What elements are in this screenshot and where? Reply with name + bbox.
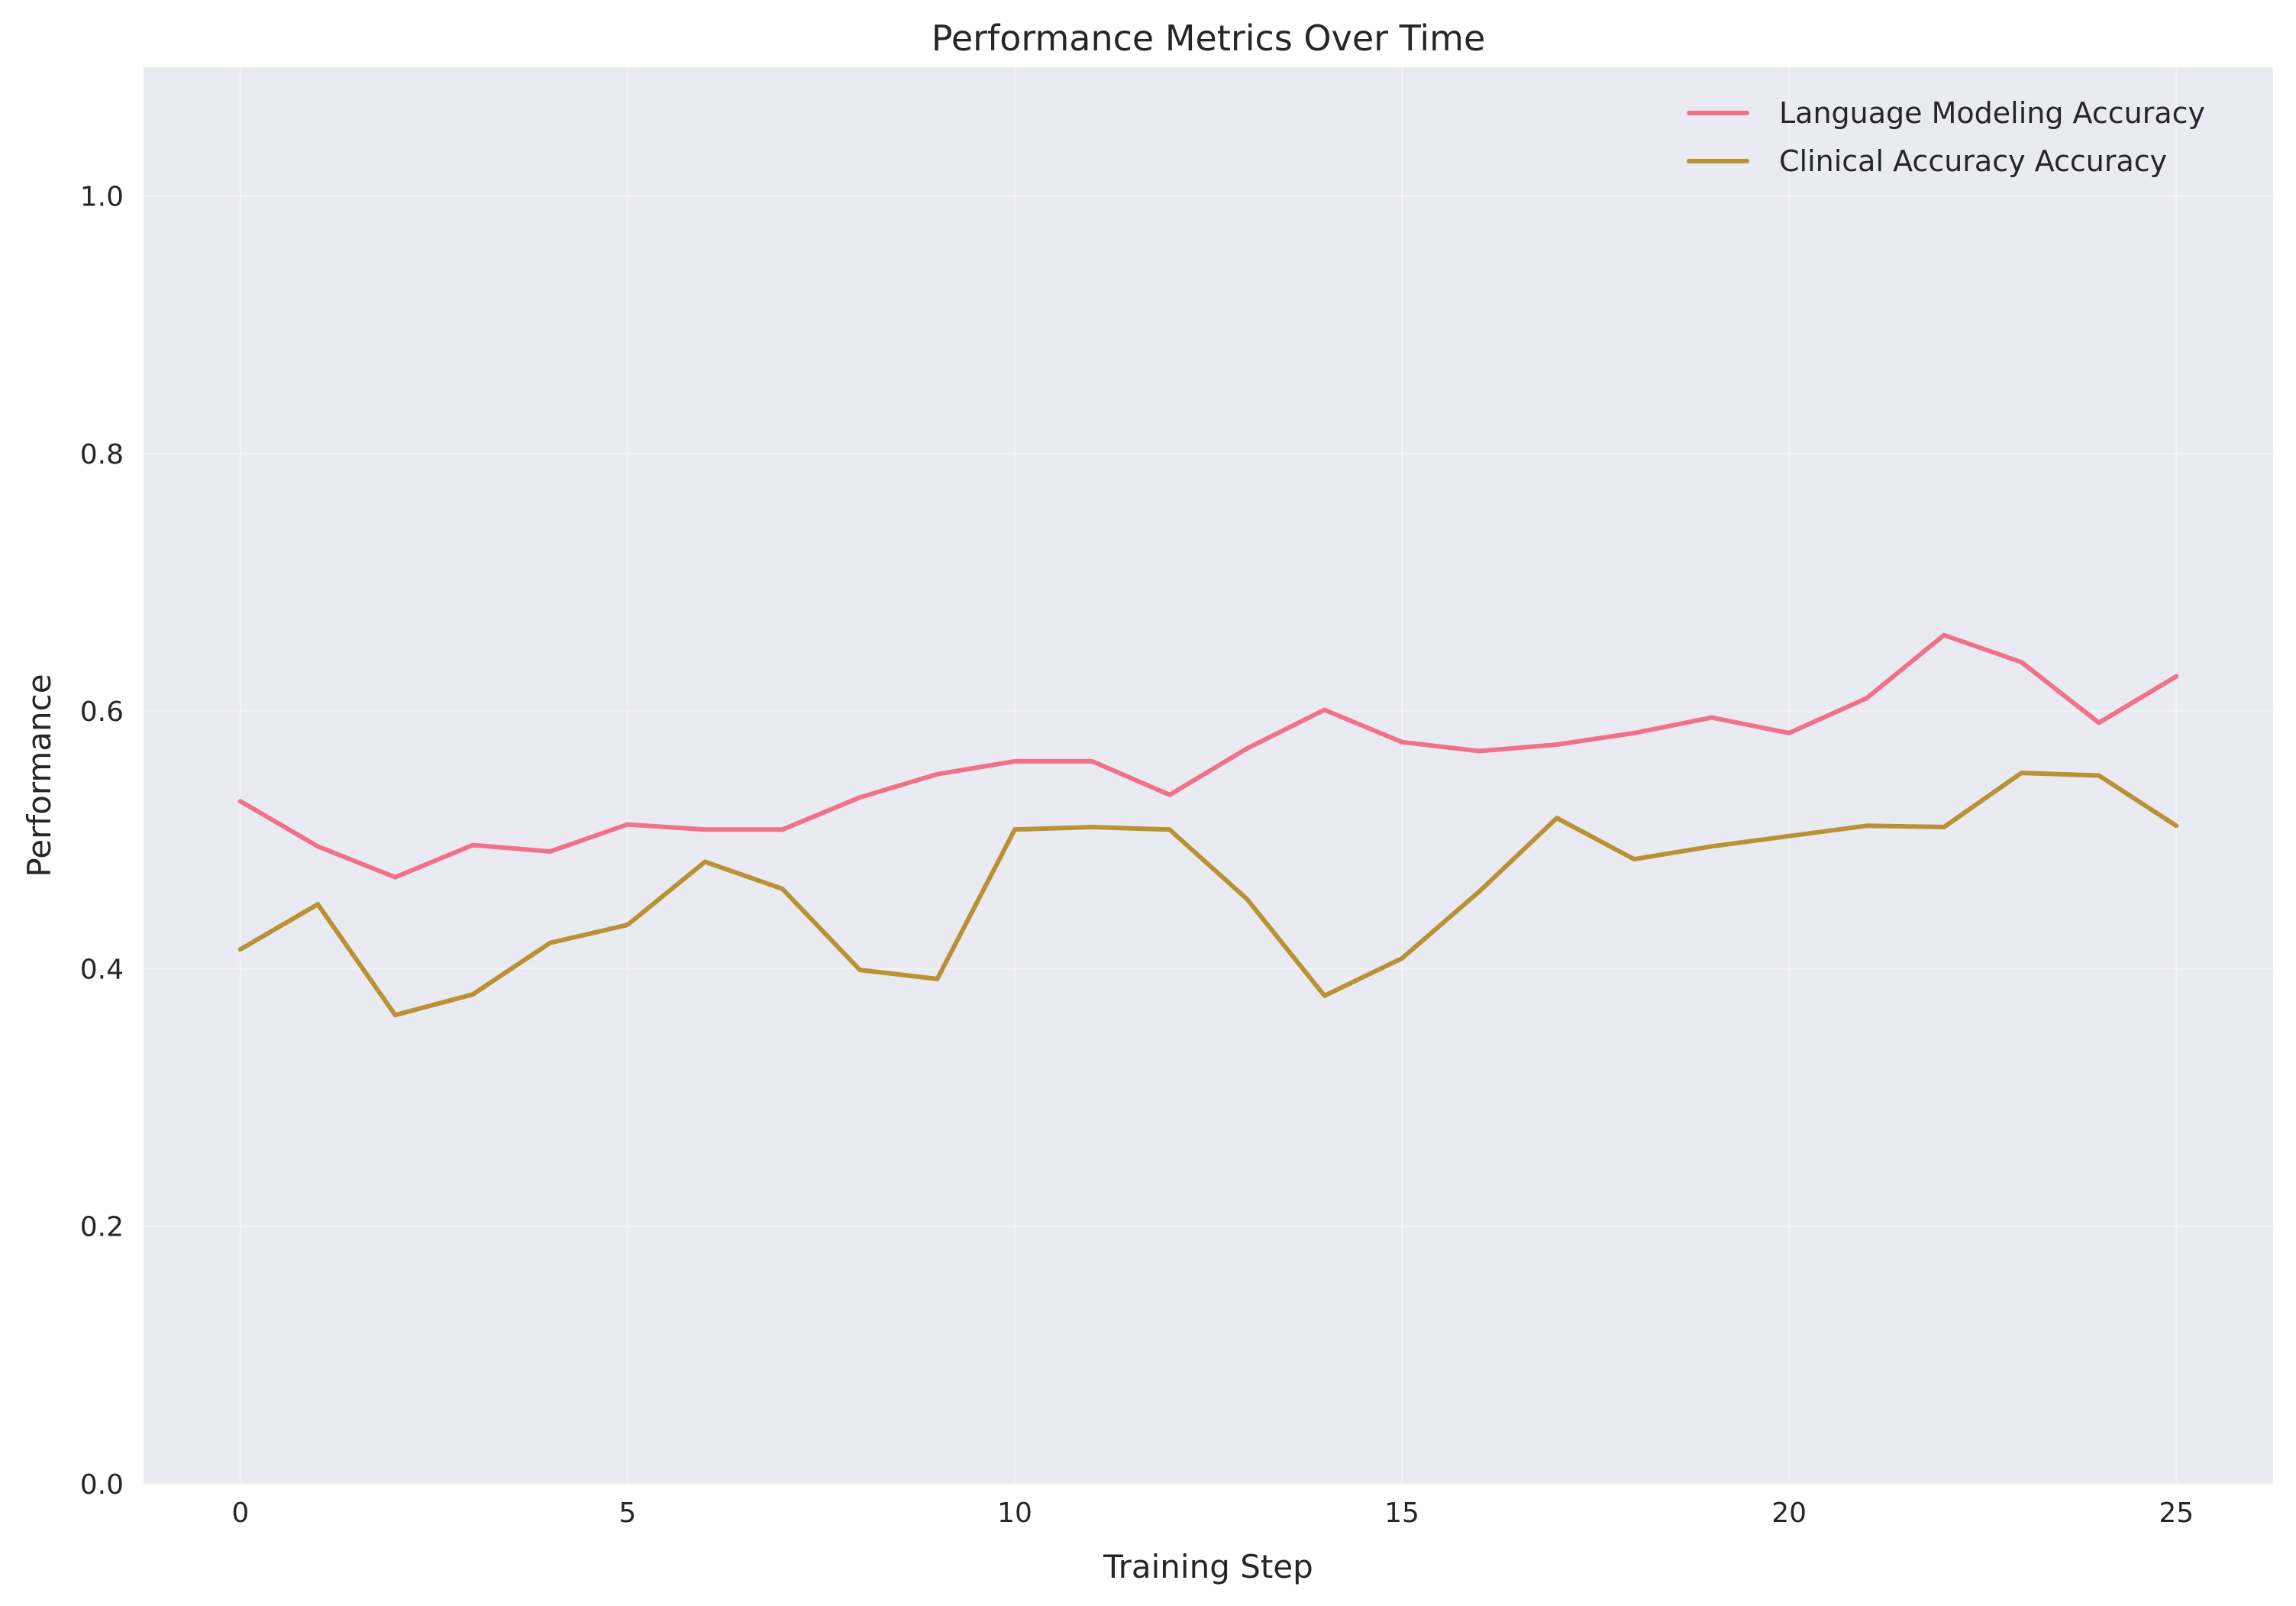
series-line-2: [237, 771, 2179, 1018]
x-tick-label: 15: [1384, 1498, 1419, 1529]
y-tick-label: 0.0: [80, 1469, 124, 1501]
y-tick-label: 1.0: [80, 182, 124, 213]
y-tick-label: 0.8: [80, 439, 124, 470]
series-line-1: [237, 632, 2179, 880]
legend: Language Modeling Accuracy Clinical Accur…: [1687, 96, 2205, 178]
x-tick-label: 10: [997, 1498, 1032, 1529]
legend-label: Language Modeling Accuracy: [1779, 96, 2205, 130]
y-tick-label: 0.2: [80, 1212, 124, 1243]
x-tick-label: 5: [618, 1498, 636, 1529]
y-axis-label: Performance: [21, 674, 58, 877]
x-axis-label: Training Step: [1103, 1548, 1313, 1585]
plot-area: [144, 67, 2273, 1484]
x-tick-label: 25: [2159, 1498, 2194, 1529]
series-lines: [237, 632, 2179, 1018]
grid: [144, 67, 2273, 1485]
y-tick-label: 0.6: [80, 696, 124, 728]
legend-label: Clinical Accuracy Accuracy: [1779, 144, 2167, 178]
y-tick-label: 0.4: [80, 954, 124, 985]
x-tick-label: 0: [231, 1498, 249, 1529]
chart-title: Performance Metrics Over Time: [932, 18, 1486, 59]
tick-labels: 0 5 10 15 20 25 0.0 0.2 0.4 0.6 0.8 1.0: [80, 182, 2194, 1529]
x-tick-label: 20: [1771, 1498, 1807, 1529]
